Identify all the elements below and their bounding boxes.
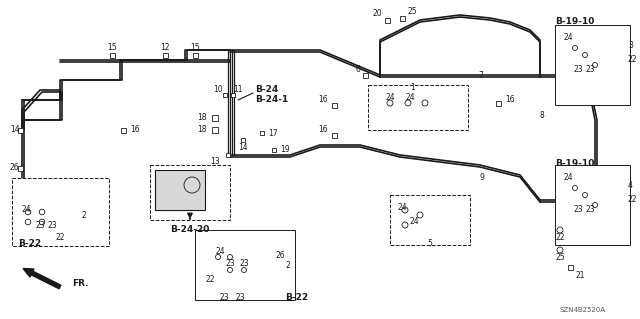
Text: 5: 5 [428,239,433,248]
FancyArrow shape [23,269,61,289]
Bar [212,115,218,121]
Text: 21: 21 [575,271,584,279]
Text: 4: 4 [628,181,633,189]
Text: 6: 6 [355,65,360,75]
Bar [332,132,337,137]
Text: 9: 9 [480,174,485,182]
Text: 1: 1 [410,84,415,93]
Text: 23: 23 [585,65,595,75]
Bar [241,138,245,142]
Bar [368,85,468,130]
Bar [231,93,235,97]
Bar [17,128,22,132]
Text: B-24: B-24 [255,85,278,94]
Text: FR.: FR. [72,278,88,287]
Bar [332,102,337,108]
Text: 23: 23 [35,220,45,229]
Bar [212,127,218,133]
Text: 17: 17 [268,129,278,137]
Text: 20: 20 [372,10,382,19]
Text: B-19-10: B-19-10 [555,159,595,167]
Bar [195,230,295,300]
Text: 3: 3 [628,41,633,49]
Text: B-22: B-22 [18,239,41,248]
Bar [226,153,230,157]
Text: 23: 23 [573,65,582,75]
Bar [390,195,470,245]
Text: 2: 2 [82,211,87,219]
Text: 2: 2 [285,261,290,270]
Bar [163,53,168,57]
Text: 14: 14 [10,125,20,135]
Text: 15: 15 [190,43,200,53]
Text: B-24-1: B-24-1 [255,94,288,103]
Bar [495,100,500,106]
Bar [555,25,630,105]
Bar [385,18,390,23]
Text: 18: 18 [198,125,207,135]
Text: 24: 24 [398,204,408,212]
Text: 10: 10 [213,85,223,93]
Bar [555,165,630,245]
Text: 16: 16 [130,125,140,135]
Text: 22: 22 [205,276,214,285]
Text: 23: 23 [235,293,244,301]
Text: 22: 22 [555,234,564,242]
Text: 23: 23 [573,205,582,214]
Bar [362,72,367,78]
Text: 18: 18 [198,114,207,122]
Text: 15: 15 [107,43,117,53]
Text: B-19-10: B-19-10 [555,18,595,26]
Text: 24: 24 [405,93,415,101]
Text: 13: 13 [211,158,220,167]
Text: 7: 7 [478,70,483,79]
Text: 24: 24 [385,93,395,101]
Bar [155,170,205,210]
Text: B-22: B-22 [285,293,308,301]
Text: 19: 19 [280,145,290,154]
Bar [260,131,264,135]
Text: 26: 26 [275,250,285,259]
Text: 23: 23 [585,205,595,214]
Text: 24: 24 [215,248,225,256]
Text: 23: 23 [47,220,56,229]
Bar [223,93,227,97]
Text: SZN4B2520A: SZN4B2520A [560,307,606,313]
Text: 23: 23 [226,258,236,268]
Bar [150,165,230,220]
Bar [120,128,125,132]
Text: 25: 25 [555,254,564,263]
Text: 22: 22 [55,234,65,242]
Bar [17,166,22,170]
Text: 11: 11 [233,85,243,93]
Text: 25: 25 [408,8,418,17]
Text: 14: 14 [238,143,248,152]
Bar [568,264,573,270]
Text: 12: 12 [160,43,170,53]
Text: 24: 24 [563,174,573,182]
Text: 22: 22 [628,196,637,204]
Text: 23: 23 [240,258,250,268]
Text: 24: 24 [563,33,573,42]
Text: 16: 16 [505,95,515,105]
Text: 8: 8 [540,110,545,120]
Text: 16: 16 [318,125,328,135]
Text: 24: 24 [410,218,420,226]
Bar [272,148,276,152]
Bar [109,53,115,57]
Bar [193,53,198,57]
Text: 16: 16 [318,95,328,105]
Text: 24: 24 [22,204,31,213]
Bar [12,178,109,246]
Text: B-24-20: B-24-20 [170,226,210,234]
Bar [399,16,404,20]
Text: 23: 23 [220,293,230,301]
Text: 22: 22 [628,56,637,64]
Text: 26: 26 [10,164,20,173]
